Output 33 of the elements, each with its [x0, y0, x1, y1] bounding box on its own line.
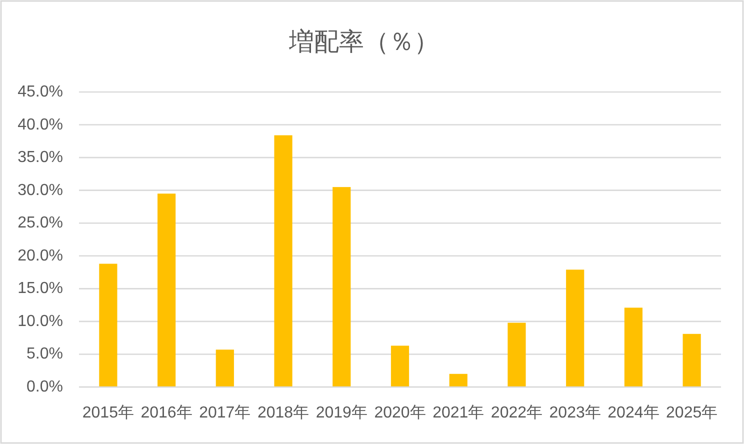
y-tick-label: 15.0% [18, 280, 63, 298]
y-tick-label: 20.0% [18, 247, 63, 264]
bar [449, 374, 468, 387]
bar [566, 270, 584, 387]
x-tick-label: 2022年 [490, 404, 543, 422]
bar [390, 346, 410, 387]
chart-title: 増配率（％） [288, 28, 439, 56]
x-tick-label: 2023年 [549, 404, 601, 422]
bar [624, 308, 642, 387]
x-tick-label: 2025年 [666, 404, 718, 422]
y-tick-label: 45.0% [18, 84, 63, 100]
y-tick-label: 30.0% [18, 182, 63, 199]
y-tick-label: 25.0% [18, 214, 63, 232]
x-tick-label: 2021年 [432, 404, 484, 422]
x-tick-label: 2017年 [199, 404, 251, 422]
bar [682, 334, 701, 387]
y-tick-label: 5.0% [26, 346, 63, 363]
bar [274, 135, 292, 387]
x-tick-label: 2015年 [82, 404, 134, 422]
bar [216, 350, 234, 387]
x-tick-label: 2020年 [374, 404, 426, 422]
x-tick-label: 2016年 [140, 404, 192, 422]
y-tick-label: 0.0% [26, 378, 63, 396]
bar [99, 264, 118, 387]
y-tick-label: 35.0% [18, 149, 63, 166]
bar [332, 187, 351, 387]
x-tick-label: 2024年 [608, 404, 660, 422]
y-tick-label: 10.0% [18, 312, 63, 330]
bar [508, 322, 526, 387]
y-tick-label: 40.0% [18, 116, 63, 134]
x-tick-label: 2018年 [257, 404, 310, 422]
bar [158, 194, 176, 387]
x-tick-label: 2019年 [316, 404, 368, 422]
